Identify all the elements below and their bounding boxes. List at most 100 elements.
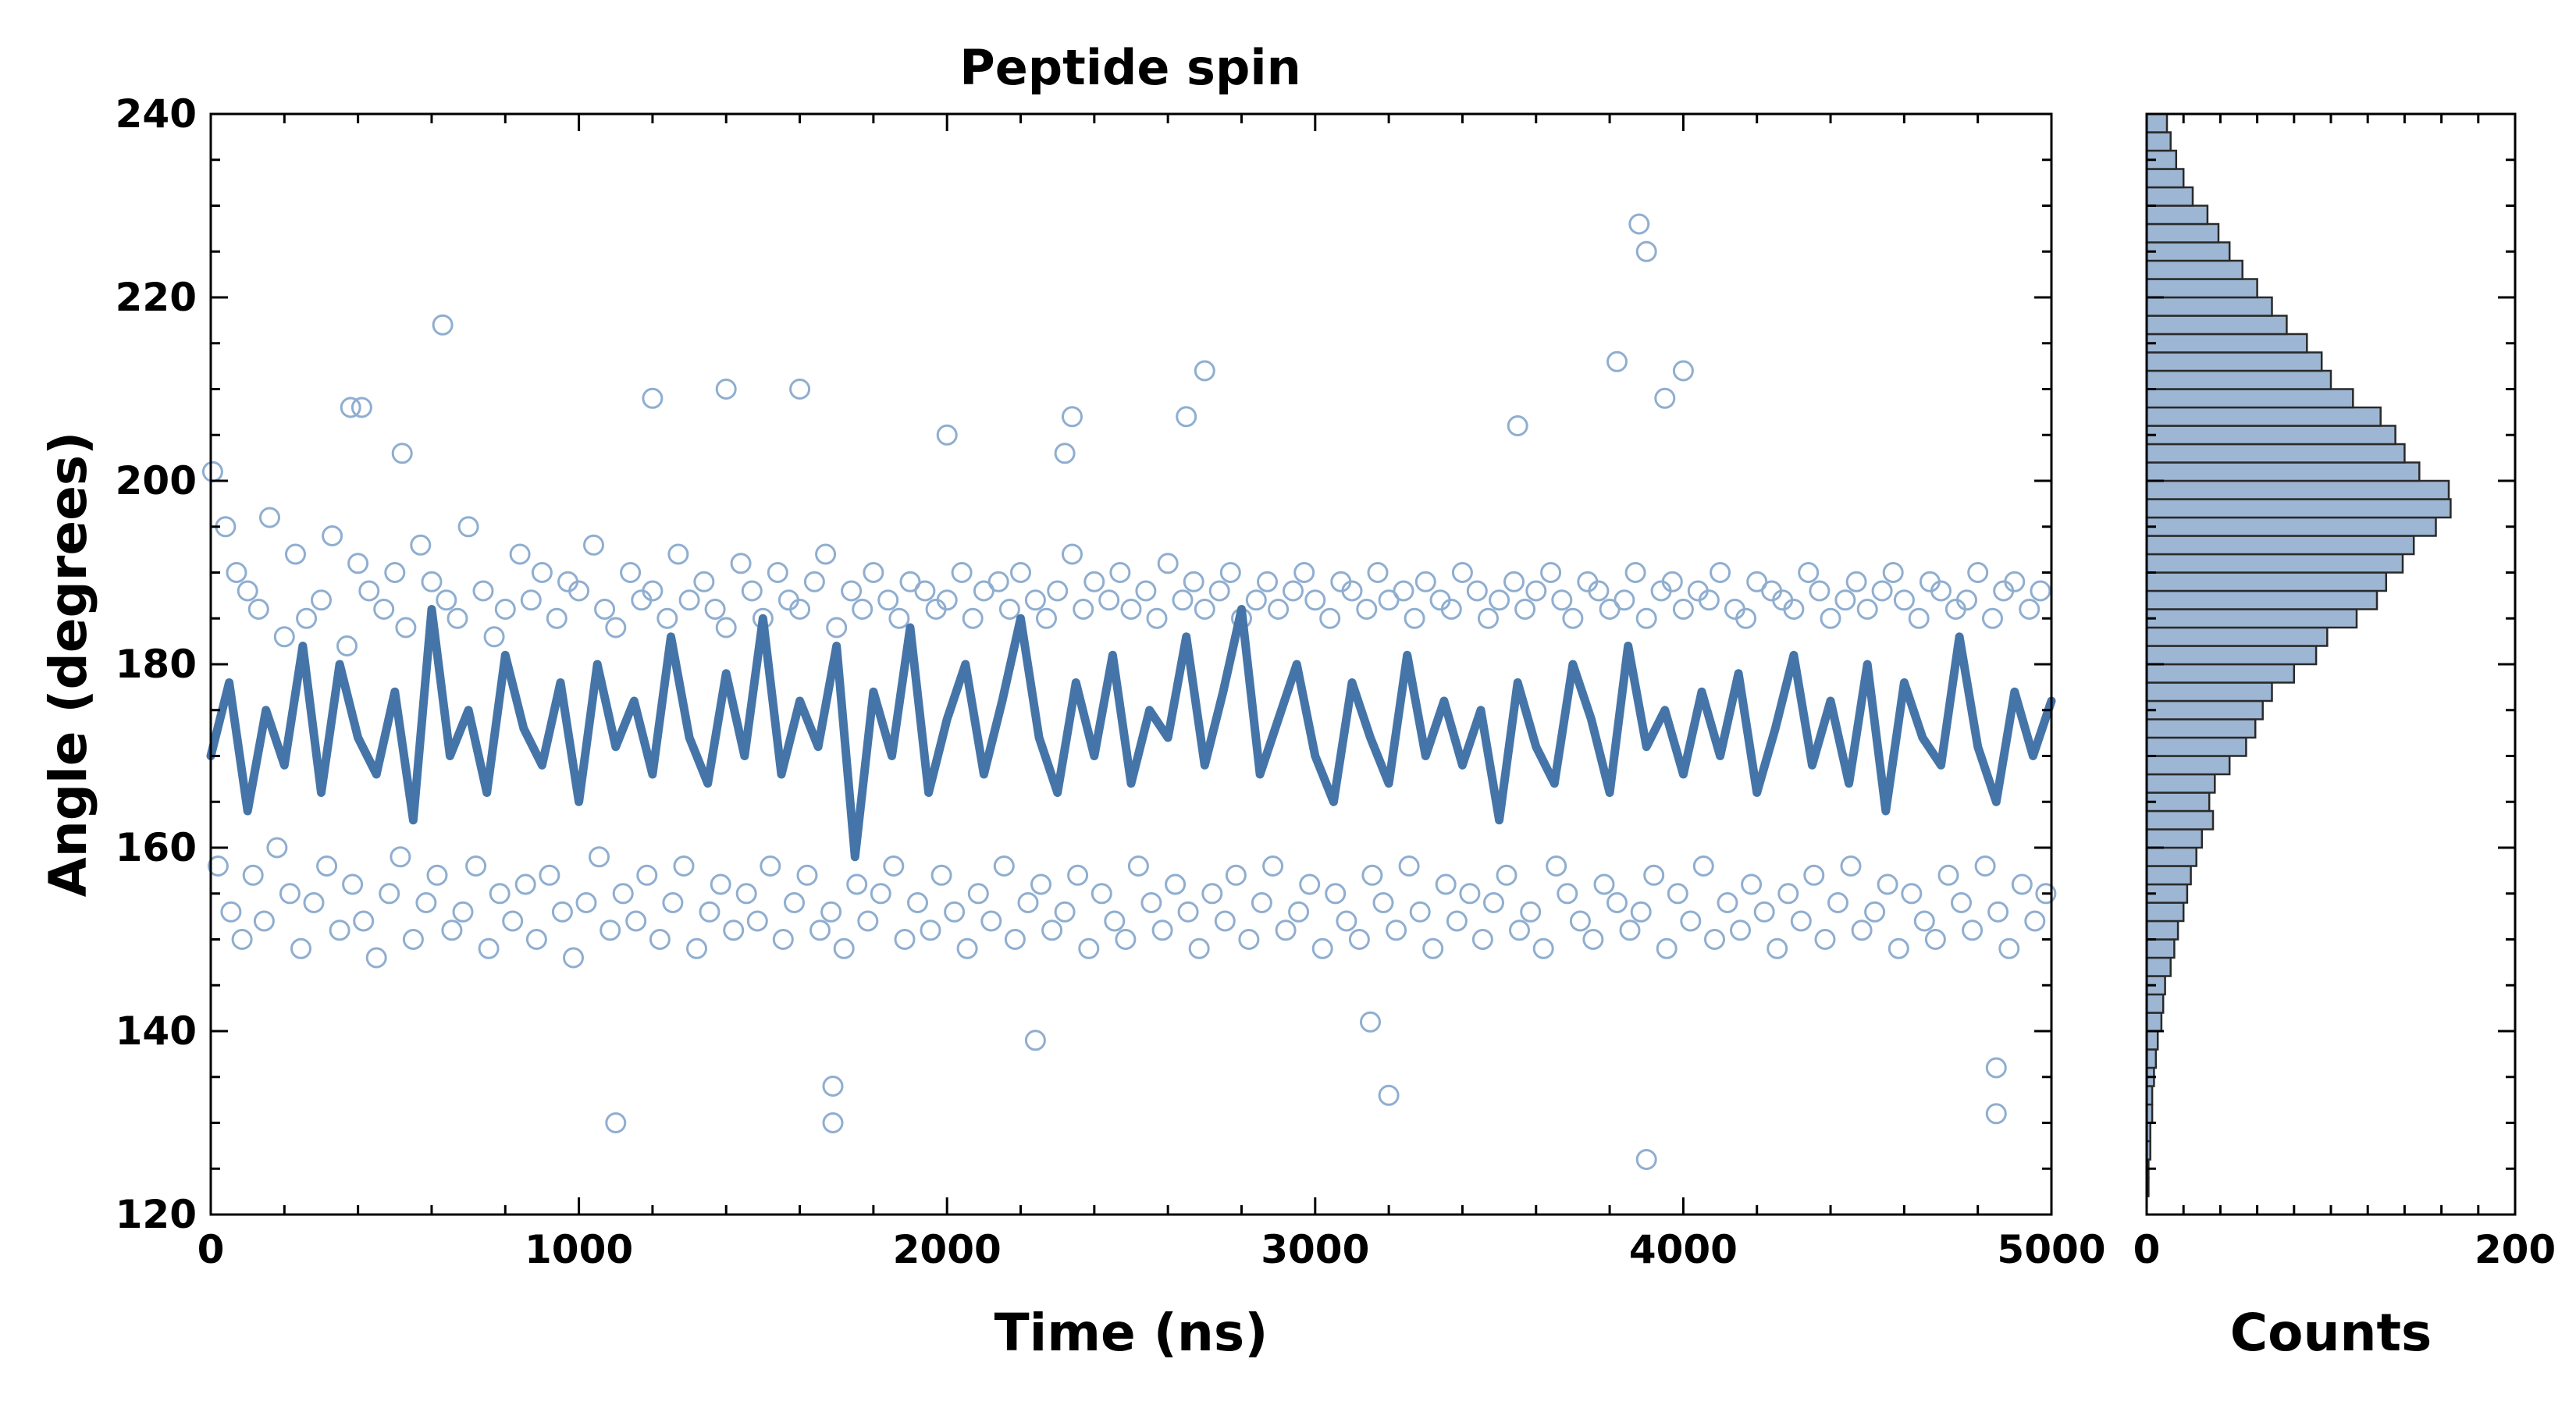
- scatter-point: [930, 864, 952, 886]
- scatter-point: [1183, 571, 1204, 592]
- histogram-bar: [2145, 479, 2450, 500]
- scatter-point: [1062, 543, 1083, 565]
- scatter-point: [1030, 873, 1051, 895]
- scatter-point: [1798, 562, 1820, 583]
- scatter-point: [656, 607, 678, 629]
- scatter-point: [820, 901, 842, 923]
- scatter-point: [636, 864, 658, 886]
- scatter-point: [1871, 580, 1893, 602]
- scatter-point: [1901, 883, 1923, 905]
- scatter-point: [870, 883, 891, 905]
- scatter-point: [583, 534, 604, 556]
- scatter-point: [1041, 919, 1063, 941]
- scatter-point: [826, 617, 848, 638]
- scatter-point: [1834, 589, 1856, 611]
- scatter-point: [1635, 240, 1657, 262]
- scatter-point: [1151, 919, 1173, 941]
- scatter-point: [704, 599, 726, 620]
- scatter-point: [563, 947, 584, 969]
- hist-x-tick-label: 200: [2475, 1227, 2556, 1272]
- scatter-point: [1893, 589, 1915, 611]
- scatter-point: [316, 855, 338, 877]
- scatter-point: [642, 387, 664, 409]
- scatter-point: [447, 607, 468, 629]
- scatter-point: [502, 910, 524, 932]
- scatter-point: [1767, 937, 1788, 959]
- scatter-point: [956, 937, 978, 959]
- scatter-point: [1293, 562, 1315, 583]
- scatter-point: [201, 461, 223, 482]
- scatter-point: [944, 901, 966, 923]
- scatter-point: [1908, 607, 1930, 629]
- scatter-point: [1414, 571, 1436, 592]
- histogram-bars: [2145, 112, 2452, 1197]
- scatter-point: [883, 855, 905, 877]
- histogram-bar: [2145, 443, 2406, 464]
- scatter-point: [1704, 929, 1725, 950]
- scatter-point: [1856, 599, 1878, 620]
- scatter-point: [1672, 599, 1694, 620]
- scatter-point: [1614, 589, 1635, 611]
- scatter-point: [907, 892, 928, 913]
- histogram-bar: [2145, 589, 2379, 610]
- scatter-point: [1172, 589, 1194, 611]
- scatter-point: [796, 864, 818, 886]
- scatter-point: [962, 607, 984, 629]
- scatter-point: [1398, 855, 1420, 877]
- scatter-point: [1509, 919, 1530, 941]
- scatter-point: [1047, 580, 1069, 602]
- scatter-point: [746, 910, 768, 932]
- scatter-point: [1238, 929, 1260, 950]
- scatter-point: [1177, 901, 1199, 923]
- scatter-point: [1283, 580, 1304, 602]
- scatter-point: [1176, 406, 1197, 428]
- main-ticks: 0 1000 2000 3000 4000 5000 120 140 160 180 200 220 2…: [116, 91, 2106, 1272]
- histogram-bar: [2145, 993, 2165, 1014]
- scatter-point: [1514, 599, 1536, 620]
- scatter-point: [1435, 873, 1457, 895]
- scatter-point: [693, 571, 715, 592]
- scatter-point: [452, 901, 474, 923]
- y-tick-label: 140: [116, 1008, 197, 1054]
- scatter-point: [1135, 580, 1157, 602]
- scatter-point: [1109, 562, 1131, 583]
- histogram-bar: [2145, 718, 2257, 739]
- scatter-point: [678, 589, 700, 611]
- histogram-bar: [2145, 809, 2215, 831]
- scatter-point: [1115, 929, 1137, 950]
- scatter-point: [1814, 929, 1836, 950]
- scatter-point: [395, 617, 417, 638]
- scatter-point: [1348, 929, 1370, 950]
- histogram-bar: [2145, 828, 2204, 849]
- scatter-point: [1225, 864, 1247, 886]
- scatter-point: [509, 543, 531, 565]
- scatter-point: [967, 883, 989, 905]
- scatter-point: [1606, 892, 1628, 913]
- scatter-point: [1054, 443, 1076, 464]
- scatter-point: [1275, 919, 1297, 941]
- histogram-bar: [2145, 865, 2192, 886]
- scatter-point: [600, 919, 621, 941]
- scatter-point: [735, 883, 757, 905]
- scatter-point: [290, 937, 311, 959]
- histogram-bar: [2145, 791, 2211, 813]
- scatter-point: [2019, 599, 2041, 620]
- scatter-point: [1982, 607, 2003, 629]
- scatter-point: [625, 910, 647, 932]
- scatter-point: [347, 553, 369, 574]
- scatter-point: [575, 892, 597, 913]
- scatter-point: [1489, 589, 1510, 611]
- scatter-point: [1599, 599, 1621, 620]
- scatter-point: [1741, 873, 1763, 895]
- scatter-point: [846, 873, 868, 895]
- scatter-point: [1304, 589, 1326, 611]
- scatter-point: [1393, 580, 1414, 602]
- histogram-bar: [2145, 919, 2179, 941]
- y-tick-label: 120: [116, 1192, 197, 1237]
- scatter-point: [1483, 892, 1504, 913]
- scatter-point: [1257, 571, 1278, 592]
- histogram-bar: [2145, 205, 2209, 226]
- histogram-bar: [2145, 773, 2216, 794]
- scatter-point: [2030, 580, 2051, 602]
- scatter-point: [285, 543, 306, 565]
